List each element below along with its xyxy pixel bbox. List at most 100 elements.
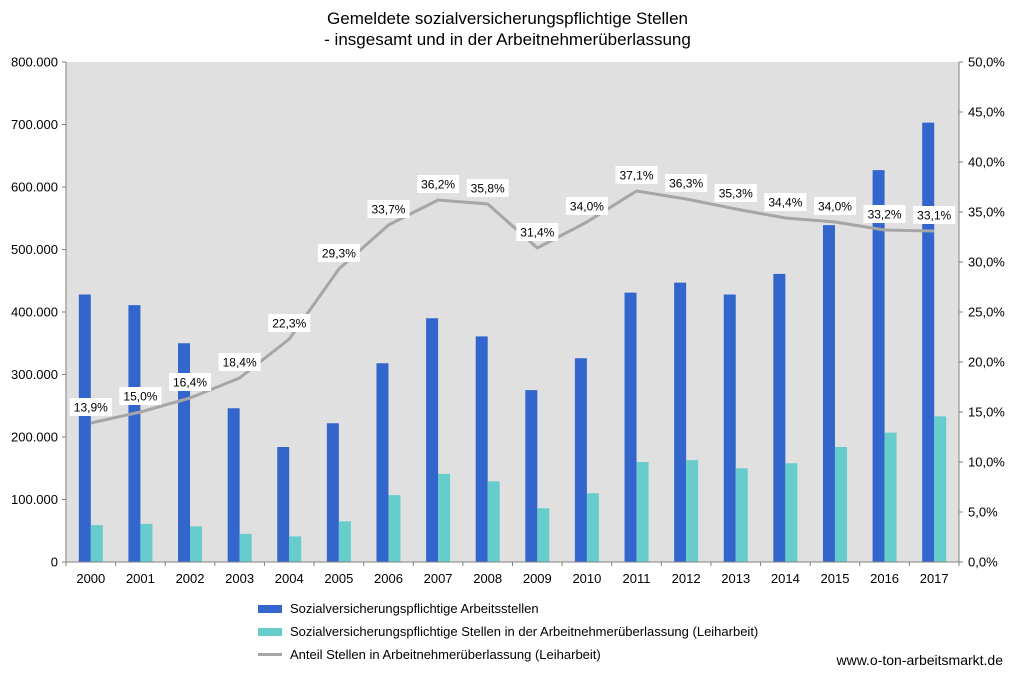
y-right-tick-label-5: 25,0% (968, 305, 1005, 320)
bar-leiharbeit-2008 (487, 481, 500, 562)
data-label-2004: 22,3% (272, 317, 306, 331)
data-label-box-2003 (218, 353, 261, 371)
y-left-tick-label-0: 0 (51, 555, 58, 570)
data-label-box-2002 (169, 373, 212, 391)
bar-arbeitsstellen-2010 (574, 358, 587, 562)
x-tick-label-2011: 2011 (623, 571, 651, 586)
data-label-box-2009 (516, 223, 559, 241)
x-tick-label-2014: 2014 (771, 571, 800, 586)
bar-leiharbeit-2013 (735, 468, 748, 562)
data-label-box-2008 (466, 179, 509, 197)
x-tick-label-2008: 2008 (473, 571, 502, 586)
chart-title-line-1: Gemeldete sozialversicherungspflichtige … (327, 9, 688, 28)
data-label-2014: 34,4% (768, 196, 802, 210)
legend-label-leiharbeit: Sozialversicherungspflichtige Stellen in… (290, 624, 759, 639)
data-label-2012: 36,3% (669, 177, 703, 191)
data-label-box-2012 (665, 174, 708, 192)
legend-label-anteil: Anteil Stellen in Arbeitnehmerüberlassun… (290, 647, 601, 662)
data-label-2017: 33,1% (917, 209, 951, 223)
bar-leiharbeit-2015 (834, 447, 847, 562)
bar-arbeitsstellen-2011 (624, 292, 637, 562)
data-label-box-2000 (69, 398, 112, 416)
y-right-tick-label-2: 10,0% (968, 455, 1005, 470)
data-label-2016: 33,2% (868, 208, 902, 222)
legend-item-anteil: Anteil Stellen in Arbeitnehmerüberlassun… (258, 643, 758, 666)
bar-arbeitsstellen-2001 (128, 305, 141, 562)
x-tick-label-2015: 2015 (821, 571, 850, 586)
bar-leiharbeit-2017 (934, 416, 947, 562)
y-left-tick-label-7: 700.000 (11, 117, 58, 132)
bar-arbeitsstellen-2004 (277, 447, 290, 562)
bar-arbeitsstellen-2003 (227, 408, 240, 562)
line-anteil (90, 189, 935, 425)
legend-swatch-anteil (258, 653, 282, 656)
legend-item-arbeitsstellen: Sozialversicherungspflichtige Arbeitsste… (258, 597, 758, 620)
data-label-box-2006 (367, 200, 410, 218)
bar-leiharbeit-2004 (289, 536, 302, 562)
x-tick-label-2010: 2010 (572, 571, 601, 586)
data-label-2010: 34,0% (570, 200, 604, 214)
bar-arbeitsstellen-2013 (723, 294, 736, 562)
y-left-tick-label-3: 300.000 (11, 367, 58, 382)
bar-arbeitsstellen-2009 (525, 390, 538, 562)
data-label-2005: 29,3% (322, 247, 356, 261)
y-left-tick-label-8: 800.000 (11, 55, 58, 70)
chart-svg: 13,9% 15,0% 16,4% 18,4% 22,3% 29,3% 33,7% 36,2%… (11, 55, 1005, 587)
y-right-tick-label-10: 50,0% (968, 55, 1005, 70)
bar-leiharbeit-2005 (338, 521, 351, 562)
bar-arbeitsstellen-2007 (426, 318, 439, 562)
bar-leiharbeit-2009 (537, 508, 550, 562)
plot-area (66, 62, 959, 562)
bar-arbeitsstellen-2008 (475, 336, 488, 562)
data-labels-layer: 13,9% 15,0% 16,4% 18,4% 22,3% 29,3% 33,7% 36,2%… (69, 166, 956, 416)
line-layer (90, 189, 935, 425)
y-left-tick-label-1: 100.000 (11, 492, 58, 507)
data-label-box-2007 (417, 175, 460, 193)
chart-title-line-2: - insgesamt und in der Arbeitnehmerüberl… (324, 30, 691, 49)
y-left-tick-label-2: 200.000 (11, 430, 58, 445)
data-label-box-2011 (615, 166, 658, 184)
axes-layer: 0 100.000 200.000 300.000 400.000 500.000 600.… (11, 55, 1005, 587)
y-right-tick-label-8: 40,0% (968, 155, 1005, 170)
data-label-2008: 35,8% (471, 182, 505, 196)
bar-arbeitsstellen-2000 (78, 294, 91, 562)
data-label-2001: 15,0% (123, 390, 157, 404)
bar-leiharbeit-2007 (438, 473, 451, 562)
y-right-tick-label-9: 45,0% (968, 105, 1005, 120)
bar-leiharbeit-2006 (388, 495, 401, 562)
data-label-2003: 18,4% (223, 356, 257, 370)
data-label-box-2017 (913, 206, 956, 224)
bar-arbeitsstellen-2005 (326, 423, 339, 562)
data-label-2011: 37,1% (620, 169, 654, 183)
data-label-box-2005 (317, 244, 360, 262)
y-right-tick-label-3: 15,0% (968, 405, 1005, 420)
y-left-tick-label-4: 400.000 (11, 305, 58, 320)
x-tick-label-2000: 2000 (76, 571, 105, 586)
y-right-tick-label-0: 0,0% (968, 555, 998, 570)
data-label-2009: 31,4% (520, 226, 554, 240)
y-left-tick-label-6: 600.000 (11, 180, 58, 195)
bar-leiharbeit-2001 (140, 523, 153, 562)
x-tick-label-2009: 2009 (523, 571, 552, 586)
legend-swatch-leiharbeit (258, 627, 282, 636)
bar-leiharbeit-2003 (239, 533, 252, 562)
bar-arbeitsstellen-2006 (376, 363, 389, 562)
x-tick-label-2017: 2017 (920, 571, 949, 586)
bar-leiharbeit-2014 (785, 463, 798, 562)
data-label-box-2016 (863, 205, 906, 223)
data-label-box-2013 (714, 184, 757, 202)
data-label-box-2001 (119, 387, 162, 405)
bar-arbeitsstellen-2012 (674, 282, 687, 562)
x-tick-label-2007: 2007 (424, 571, 453, 586)
data-label-2006: 33,7% (371, 203, 405, 217)
bar-leiharbeit-2011 (636, 462, 649, 562)
legend-swatch-arbeitsstellen (258, 604, 282, 613)
legend-item-leiharbeit: Sozialversicherungspflichtige Stellen in… (258, 620, 758, 643)
x-tick-label-2001: 2001 (126, 571, 155, 586)
x-tick-label-2016: 2016 (870, 571, 899, 586)
data-label-2015: 34,0% (818, 200, 852, 214)
x-tick-label-2003: 2003 (225, 571, 254, 586)
bar-leiharbeit-2010 (586, 493, 599, 562)
chart-title: Gemeldete sozialversicherungspflichtige … (150, 8, 865, 50)
bar-leiharbeit-2002 (190, 526, 203, 562)
